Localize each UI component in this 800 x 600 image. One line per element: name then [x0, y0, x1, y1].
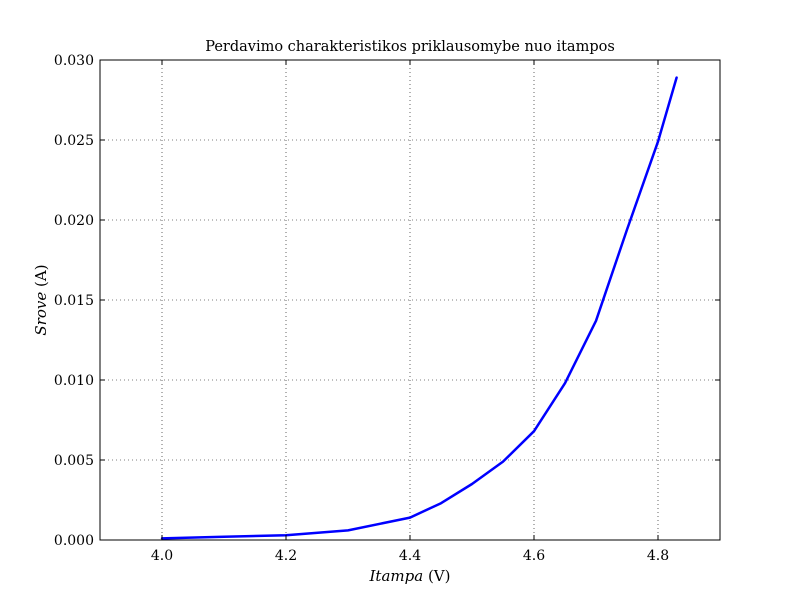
y-tick-label: 0.020 — [54, 213, 94, 229]
data-line — [160, 76, 678, 540]
chart-title: Perdavimo charakteristikos priklausomybe… — [205, 39, 615, 55]
x-tick-label: 4.0 — [151, 548, 173, 564]
x-axis-label-name: Itampa — [369, 567, 424, 585]
y-tick-label: 0.015 — [54, 293, 94, 309]
x-axis-label: Itampa (V) — [369, 567, 451, 585]
ticks: 4.0 4.2 4.4 4.6 4.8 0.000 0.005 0.010 0.015 0.020… — [54, 53, 720, 564]
plot-area — [160, 76, 678, 540]
y-tick-label: 0.010 — [54, 373, 94, 389]
y-axis-label: Srove (A) — [32, 264, 50, 335]
x-tick-label: 4.6 — [523, 548, 545, 564]
y-tick-label: 0.000 — [54, 533, 94, 549]
x-axis-label-unit: (V) — [423, 567, 450, 585]
x-tick-label: 4.2 — [275, 548, 297, 564]
y-tick-label: 0.030 — [54, 53, 94, 69]
grid — [100, 59, 720, 541]
x-tick-label: 4.8 — [647, 548, 669, 564]
y-axis-label-name: Srove — [32, 292, 50, 336]
y-tick-label: 0.005 — [54, 453, 94, 469]
y-tick-label: 0.025 — [54, 133, 94, 149]
y-axis-label-unit: (A) — [32, 264, 50, 291]
x-tick-label: 4.4 — [399, 548, 421, 564]
